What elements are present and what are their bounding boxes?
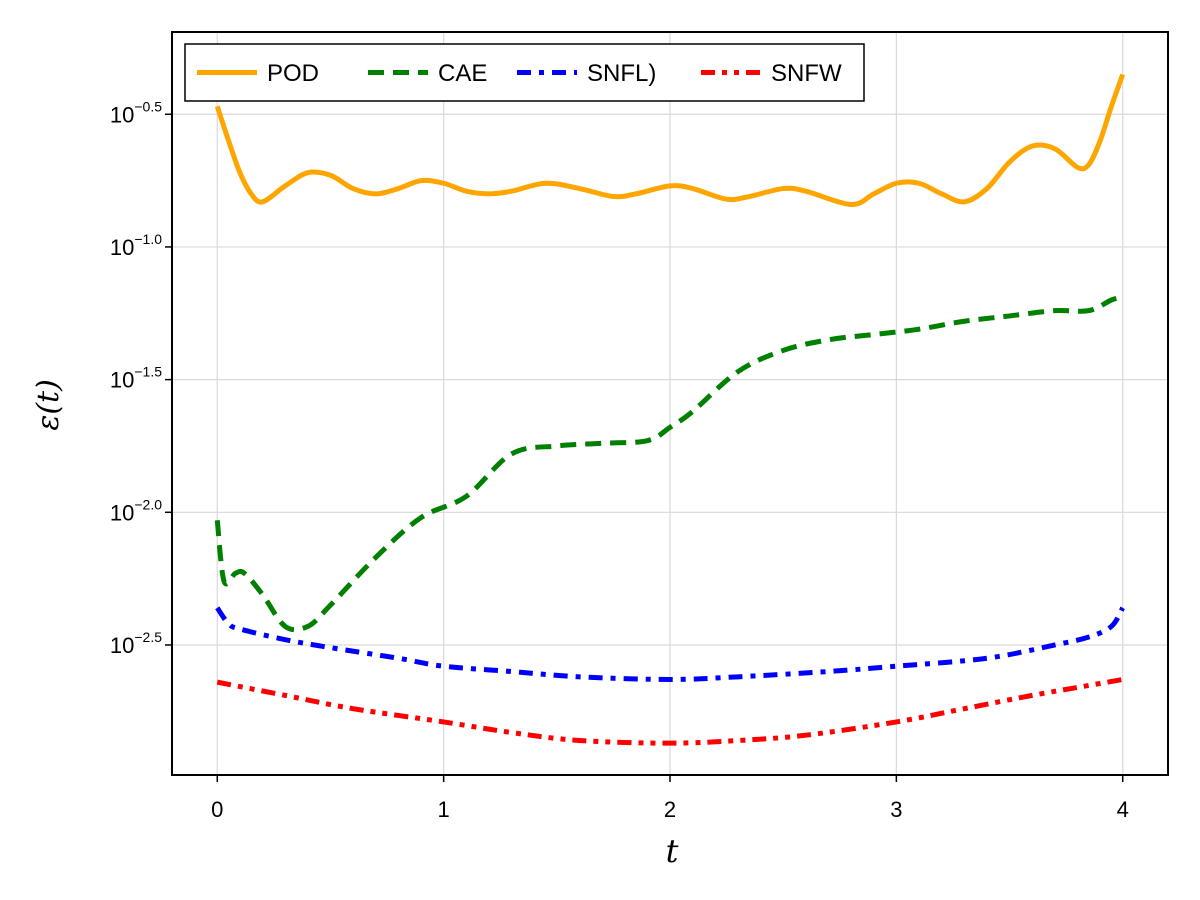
x-tick-label: 2 [664,797,676,822]
y-tick-label: 10−1.0 [110,231,162,260]
series-line-snfl [215,606,1125,682]
y-axis-ticks: 10−2.5 10−2.0 10−1.5 10−1.0 10−0.5 [110,98,172,658]
x-tick-label: 3 [890,797,902,822]
legend-entry: SNFL) [517,60,656,87]
series-lines [214,73,1126,746]
legend-label: SNFW [771,60,842,87]
x-axis-title: t [666,832,679,870]
legend-label: CAE [438,60,487,87]
legend-entry: SNFW [701,60,842,87]
y-axis-title: ε(t) [31,379,66,431]
x-tick-label: 0 [211,797,223,822]
series-line-pod [214,73,1126,207]
x-tick-label: 4 [1117,797,1129,822]
legend: POD CAE SNFL) SNFW [184,43,865,102]
legend-label: SNFL) [587,60,656,87]
legend-entry: CAE [368,60,487,87]
x-axis-ticks: 0 1 2 3 4 [211,775,1129,822]
y-tick-label: 10−1.5 [110,364,162,393]
y-tick-label: 10−0.5 [110,98,162,127]
grid-lines [172,32,1168,775]
x-tick-label: 1 [438,797,450,822]
y-tick-label: 10−2.5 [110,629,162,658]
y-tick-label: 10−2.0 [110,496,162,525]
series-line-snfw [216,677,1124,746]
legend-label: POD [267,60,319,87]
series-line-cae [214,294,1124,633]
legend-entry: POD [197,60,319,87]
